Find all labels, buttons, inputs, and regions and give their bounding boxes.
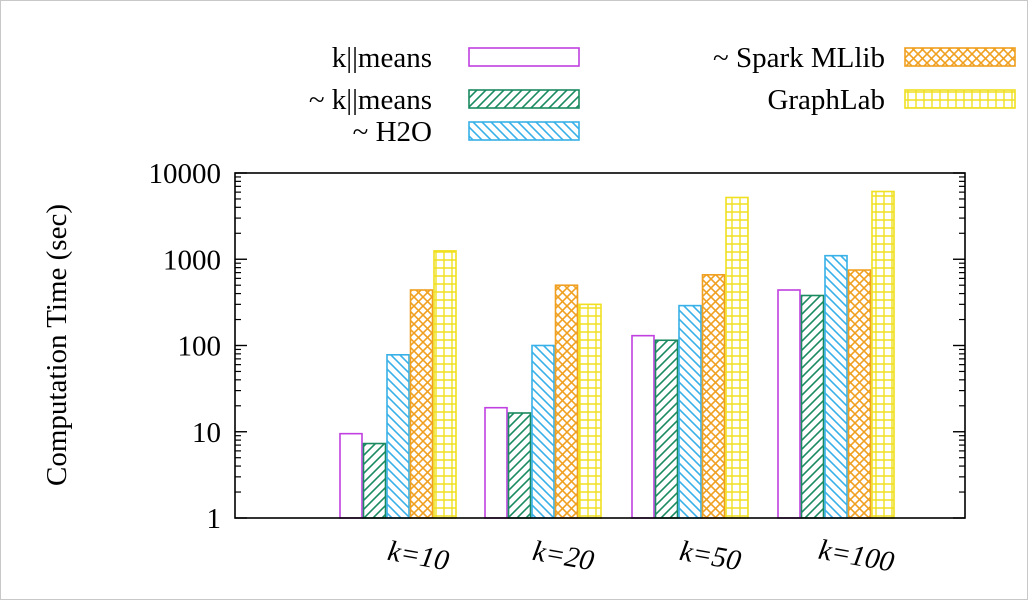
legend-label: ~ k||means	[309, 84, 432, 116]
legend-label: k||means	[332, 42, 432, 74]
x-tick-label: k=100	[816, 534, 897, 579]
y-tick-label: 10000	[149, 158, 222, 190]
y-axis-label: Computation Time (sec)	[41, 204, 73, 486]
legend-label: ~ Spark MLlib	[713, 42, 885, 74]
bar-3-3	[847, 269, 872, 519]
bar-0-3	[409, 289, 434, 519]
bar-0-2	[386, 354, 410, 519]
legend-label: ~ H2O	[353, 116, 432, 148]
legend: k||means ~ k||means~ H2O ~ Spark MLlib Grap…	[309, 42, 1016, 148]
bar-1-2	[531, 344, 555, 519]
plot-area: 1 10 100 1000 10000 k=10 k=20 k=50 k=100	[149, 158, 966, 579]
bar-0-0	[339, 432, 363, 519]
y-tick-label: 1000	[163, 244, 221, 276]
y-tick-label: 100	[178, 331, 222, 363]
x-tick-label: k=50	[677, 535, 744, 577]
bar-3-1	[800, 294, 825, 519]
y-tick-label: 10	[192, 417, 221, 449]
bar-2-3	[701, 274, 726, 519]
bar-2-1	[654, 339, 679, 519]
bar-2-4	[725, 196, 749, 519]
y-tick-label: 1	[207, 503, 222, 535]
y-axis: 1 10 100 1000 10000	[149, 158, 965, 535]
bar-1-3	[554, 284, 579, 519]
bars	[339, 190, 895, 519]
bar-0-1	[362, 442, 387, 519]
x-tick-label: k=20	[530, 535, 597, 577]
bar-1-4	[578, 303, 602, 519]
plot-border	[234, 172, 966, 519]
bar-0-4	[433, 250, 457, 519]
bar-1-1	[507, 412, 532, 519]
x-tick-label: k=10	[385, 535, 452, 577]
bar-2-2	[678, 304, 702, 519]
bar-2-0	[631, 334, 655, 519]
legend-swatch	[468, 121, 580, 141]
legend-label: GraphLab	[767, 84, 885, 116]
legend-swatch	[468, 89, 580, 109]
bar-3-2	[824, 254, 848, 519]
x-axis: k=10 k=20 k=50 k=100	[385, 534, 897, 579]
legend-swatch	[904, 89, 1016, 109]
bar-3-0	[777, 289, 801, 519]
legend-swatch	[468, 47, 580, 67]
bar-3-4	[871, 190, 895, 519]
bar-1-0	[484, 406, 508, 519]
legend-swatch	[904, 47, 1016, 67]
